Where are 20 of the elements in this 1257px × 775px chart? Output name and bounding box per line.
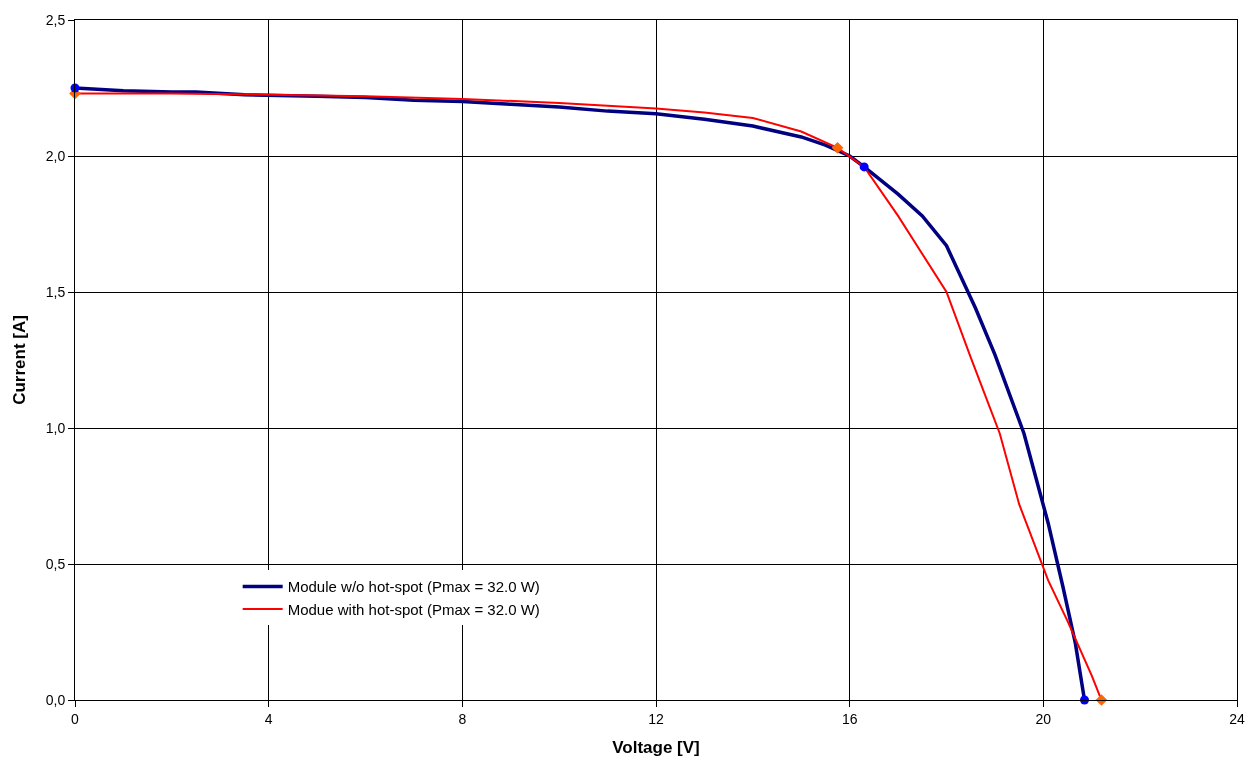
x-tick-label: 16 <box>841 710 858 727</box>
x-tick-label: 4 <box>264 710 273 727</box>
point <box>1095 694 1108 706</box>
y-tick-label: 1,5 <box>45 283 66 300</box>
x-tick-label: 12 <box>648 710 664 727</box>
y-tick-label: 1,0 <box>45 419 66 436</box>
legend-label: Modue with hot-spot (Pmax = 32.0 W) <box>287 600 540 618</box>
x-tick-label: 24 <box>1229 710 1245 727</box>
x-tick-label: 0 <box>71 710 80 727</box>
legend-label: Module w/o hot-spot (Pmax = 32.0 W) <box>287 578 540 596</box>
point <box>859 162 869 172</box>
y-tick-label: 0,0 <box>45 691 66 708</box>
point <box>831 141 844 154</box>
y-axis-title: Current [A] <box>10 315 30 405</box>
y-tick-label: 2,5 <box>45 11 66 28</box>
y-tick-label: 0,5 <box>45 555 66 572</box>
x-axis-title: Voltage [V] <box>612 738 700 758</box>
x-tick-label: 8 <box>458 710 467 727</box>
x-tick-label: 20 <box>1035 710 1052 727</box>
y-tick-label: 2,0 <box>45 147 66 164</box>
